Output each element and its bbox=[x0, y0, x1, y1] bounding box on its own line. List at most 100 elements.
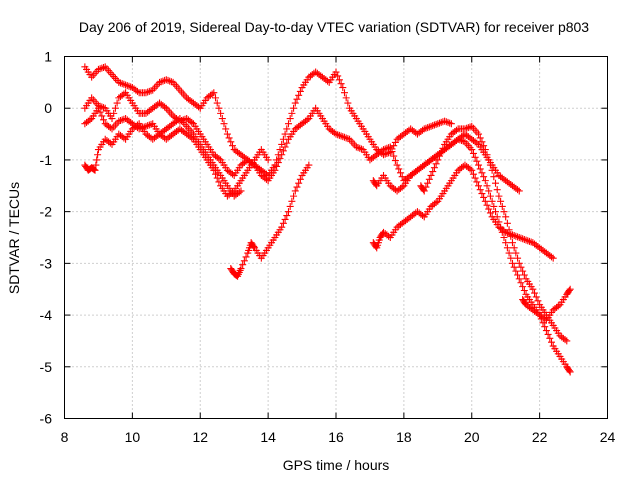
data-point bbox=[89, 165, 97, 173]
x-tick-label: 12 bbox=[192, 429, 208, 445]
data-point bbox=[391, 138, 399, 146]
data-point bbox=[296, 175, 304, 183]
data-point bbox=[476, 134, 484, 142]
data-point bbox=[436, 152, 444, 160]
data-point bbox=[561, 336, 569, 344]
data-point bbox=[490, 173, 498, 181]
data-point bbox=[357, 145, 365, 153]
data-point bbox=[235, 188, 243, 196]
data-point bbox=[452, 126, 460, 134]
data-point bbox=[483, 182, 491, 190]
data-point bbox=[463, 124, 471, 132]
data-point bbox=[96, 65, 104, 73]
x-tick-label: 18 bbox=[396, 429, 412, 445]
data-point bbox=[439, 144, 447, 152]
data-point bbox=[271, 166, 279, 174]
data-point bbox=[485, 187, 493, 195]
data-point bbox=[290, 192, 298, 200]
data-point bbox=[96, 108, 104, 116]
data-point bbox=[344, 99, 352, 107]
x-tick-label: 24 bbox=[600, 429, 616, 445]
data-point bbox=[549, 254, 557, 262]
data-point bbox=[483, 201, 491, 209]
data-point bbox=[228, 170, 236, 178]
data-point bbox=[288, 197, 296, 205]
series-sat-b bbox=[81, 89, 523, 195]
data-point bbox=[383, 144, 391, 152]
data-point bbox=[164, 76, 172, 84]
data-point bbox=[122, 81, 130, 89]
data-point bbox=[436, 119, 444, 127]
x-axis-label: GPS time / hours bbox=[283, 457, 390, 473]
data-point bbox=[303, 116, 311, 124]
data-point bbox=[94, 151, 102, 159]
data-point bbox=[337, 132, 345, 140]
data-point bbox=[324, 77, 332, 85]
data-point bbox=[295, 179, 303, 187]
series-sat-f bbox=[369, 161, 557, 262]
data-point bbox=[291, 187, 299, 195]
y-tick-label: -2 bbox=[40, 204, 53, 220]
data-point bbox=[546, 334, 554, 342]
data-point bbox=[520, 271, 528, 279]
data-point bbox=[512, 267, 520, 275]
data-point bbox=[337, 80, 345, 88]
data-point bbox=[442, 118, 450, 126]
data-point bbox=[420, 125, 428, 133]
data-point bbox=[133, 87, 141, 95]
data-point bbox=[145, 87, 153, 95]
data-point bbox=[541, 315, 549, 323]
data-point bbox=[215, 104, 223, 112]
data-point bbox=[120, 80, 128, 88]
data-point bbox=[432, 160, 440, 168]
data-point bbox=[188, 118, 196, 126]
x-tick-label: 10 bbox=[125, 429, 141, 445]
data-point bbox=[514, 254, 522, 262]
data-point bbox=[225, 134, 233, 142]
x-tick-label: 8 bbox=[61, 429, 69, 445]
data-point bbox=[162, 76, 170, 84]
data-point bbox=[386, 143, 394, 151]
data-point bbox=[419, 212, 427, 220]
data-point bbox=[468, 166, 476, 174]
data-point bbox=[100, 104, 108, 112]
data-point bbox=[437, 148, 445, 156]
data-point bbox=[566, 368, 574, 376]
data-point bbox=[532, 293, 540, 301]
y-tick-label: 1 bbox=[44, 49, 52, 65]
data-point bbox=[424, 124, 432, 132]
data-point bbox=[94, 104, 102, 112]
data-point bbox=[434, 156, 442, 164]
data-point bbox=[498, 202, 506, 210]
data-point bbox=[464, 124, 472, 132]
data-point bbox=[120, 115, 128, 123]
data-point bbox=[502, 213, 510, 221]
data-point bbox=[372, 243, 380, 251]
data-point bbox=[473, 139, 481, 147]
data-point bbox=[565, 287, 573, 295]
data-point bbox=[264, 156, 272, 164]
data-point bbox=[507, 254, 515, 262]
data-point bbox=[284, 120, 292, 128]
data-point bbox=[510, 263, 518, 271]
y-tick-label: -3 bbox=[40, 255, 53, 271]
data-point bbox=[335, 131, 343, 139]
data-point bbox=[475, 130, 483, 138]
series-sat-c bbox=[81, 104, 272, 200]
series-sat-a bbox=[81, 63, 455, 179]
data-point bbox=[116, 116, 124, 124]
data-point bbox=[279, 147, 287, 155]
data-point bbox=[339, 84, 347, 92]
data-point bbox=[422, 124, 430, 132]
data-point bbox=[488, 166, 496, 174]
data-point bbox=[520, 235, 528, 243]
data-point bbox=[94, 65, 102, 73]
data-point bbox=[339, 133, 347, 141]
data-point bbox=[286, 202, 294, 210]
y-tick-labels: -6 -5 -4 -3 -2 -1 0 1 bbox=[40, 49, 53, 427]
data-point bbox=[505, 226, 513, 234]
data-point bbox=[454, 135, 462, 143]
data-point bbox=[86, 116, 94, 124]
data-point bbox=[475, 182, 483, 190]
